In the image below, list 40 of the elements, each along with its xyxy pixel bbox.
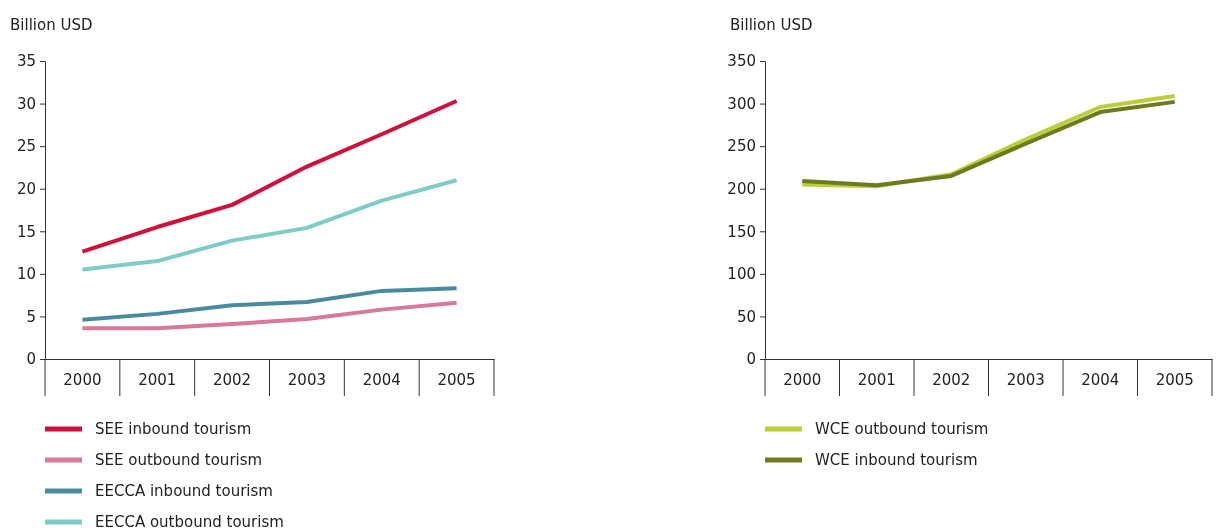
x-tick-label: 2005 (1155, 370, 1194, 389)
y-tick-label: 35 (16, 52, 36, 71)
y-tick-label: 250 (727, 137, 756, 156)
x-tick-label: 2001 (857, 370, 896, 389)
y-tick-label: 15 (16, 222, 36, 241)
x-tick-label: 2002 (932, 370, 971, 389)
y-tick-label: 300 (727, 94, 756, 113)
x-tick-label: 2002 (212, 370, 252, 389)
y-tick-label: 30 (16, 94, 36, 113)
y-tick-label: 200 (727, 180, 756, 199)
y-tick-label: 0 (746, 350, 756, 369)
y-tick-label: 5 (26, 307, 36, 326)
y-axis-title: Billion USD (730, 16, 813, 34)
legend-label: WCE outbound tourism (815, 420, 989, 438)
y-tick-label: 10 (16, 265, 36, 284)
y-tick-label: 350 (727, 52, 756, 71)
x-tick-label: 2003 (287, 370, 327, 389)
x-tick-label: 2003 (1006, 370, 1045, 389)
line-series (80, 99, 459, 254)
legend-label: EECCA outbound tourism (95, 513, 284, 530)
legend-label: SEE outbound tourism (95, 451, 263, 469)
x-tick-label: 2000 (63, 370, 102, 389)
legend-label: WCE inbound tourism (815, 451, 978, 469)
y-tick-label: 100 (727, 265, 756, 284)
line-series (80, 178, 459, 272)
x-tick-label: 2004 (1081, 370, 1120, 389)
y-tick-label: 150 (727, 222, 756, 241)
x-tick-label: 2001 (138, 370, 177, 389)
y-tick-label: 25 (16, 137, 36, 156)
legend-label: SEE inbound tourism (95, 420, 252, 438)
line-series (80, 300, 459, 331)
y-tick-label: 0 (26, 350, 36, 369)
y-tick-label: 50 (736, 307, 756, 326)
x-tick-label: 2004 (362, 370, 401, 389)
legend-label: EECCA inbound tourism (95, 482, 273, 500)
x-tick-label: 2000 (783, 370, 822, 389)
y-axis-title: Billion USD (10, 16, 93, 34)
y-tick-label: 20 (16, 180, 36, 199)
line-series (80, 286, 459, 322)
x-tick-label: 2005 (437, 370, 476, 389)
